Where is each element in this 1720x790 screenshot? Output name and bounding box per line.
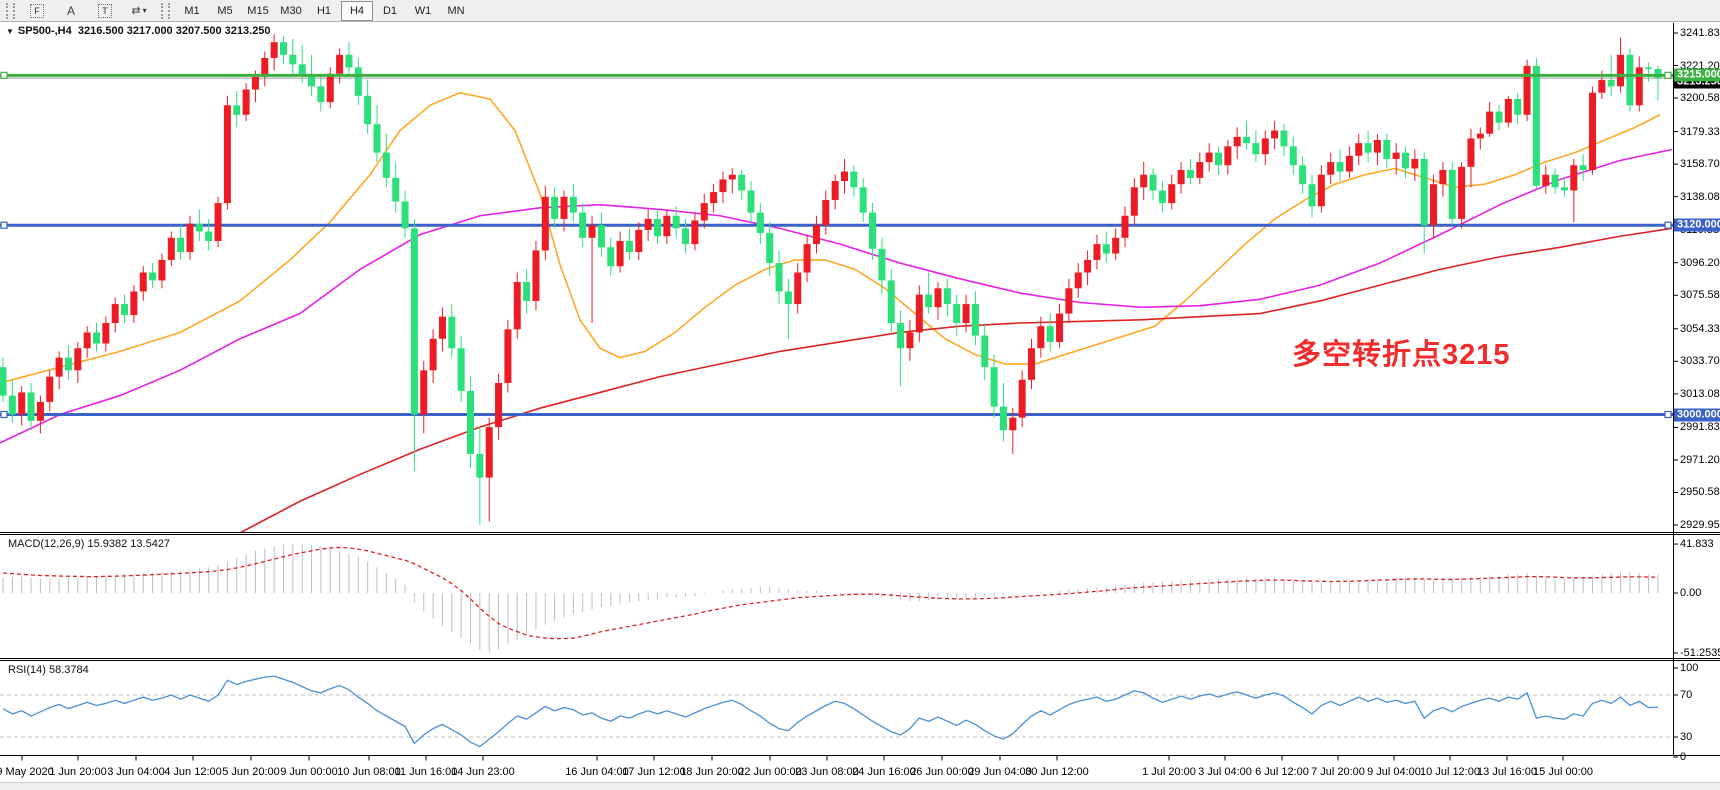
macd-tick-0.00: 0.00 xyxy=(1680,587,1702,599)
ma-line-magenta xyxy=(0,148,1673,444)
timeframe-m15[interactable]: M15 xyxy=(247,4,269,17)
timeframe-m30[interactable]: M30 xyxy=(280,4,302,17)
time-tick: 5 Jun 20:00 xyxy=(222,766,280,778)
time-tick: 13 Jul 16:00 xyxy=(1477,766,1537,778)
macd-panel xyxy=(2,543,1659,653)
price-tick-3138.080: 3138.080 xyxy=(1680,190,1720,203)
rsi-tick-30: 30 xyxy=(1680,731,1693,743)
main-chart xyxy=(0,34,1673,532)
macd-tick--51.2535: -51.2535 xyxy=(1680,646,1720,659)
time-tick: 15 Jul 00:00 xyxy=(1533,766,1593,778)
timeframe-mn[interactable]: MN xyxy=(447,4,465,17)
rsi-tick-100: 100 xyxy=(1680,662,1699,674)
price-tick-3054.330: 3054.330 xyxy=(1680,322,1720,335)
time-tick: 22 Jun 00:00 xyxy=(738,766,802,778)
timeframe-h4[interactable]: H4 xyxy=(341,0,373,21)
hline-handle[interactable] xyxy=(0,221,8,229)
time-tick: 10 Jul 12:00 xyxy=(1420,766,1480,778)
rsi-tick-70: 70 xyxy=(1680,689,1693,701)
text-box-icon[interactable]: T xyxy=(89,1,121,21)
macd-tick-41.833: 41.833 xyxy=(1680,538,1714,551)
price-tick-3179.330: 3179.330 xyxy=(1680,125,1720,138)
timeframe-m5[interactable]: M5 xyxy=(217,4,233,17)
toolbar-grip[interactable] xyxy=(6,2,15,19)
hline-handle[interactable] xyxy=(0,410,8,419)
price-tick-3221.205: 3221.205 xyxy=(1680,59,1720,72)
time-tick: 24 Jun 16:00 xyxy=(852,766,916,778)
candles xyxy=(0,34,1662,525)
timeframe-bar: M1 M5 M15 M30 H1 H4 D1 W1 MN xyxy=(176,0,472,21)
time-tick: 11 Jun 16:00 xyxy=(394,766,458,778)
text-box-icon-glyph: T xyxy=(98,3,112,18)
time-tick: 29 May 2020 xyxy=(0,766,54,778)
price-tick-3013.080: 3013.080 xyxy=(1680,387,1720,400)
price-tick-3033.705: 3033.705 xyxy=(1680,355,1720,368)
expander-triangle-icon[interactable]: ▼ xyxy=(6,27,14,36)
hline-handle[interactable] xyxy=(1664,71,1672,79)
time-tick: 9 Jul 04:00 xyxy=(1367,766,1421,778)
price-annotation-text[interactable]: 多空转折点3215 xyxy=(1292,339,1511,371)
time-tick: 18 Jun 20:00 xyxy=(680,766,744,778)
chevron-down-icon: ▾ xyxy=(142,6,147,15)
timeframe-d1[interactable]: D1 xyxy=(382,4,398,17)
macd-indicator-label: MACD(12,26,9) 15.9382 13.5427 xyxy=(8,538,171,550)
hline-handle[interactable] xyxy=(0,71,8,79)
time-tick: 23 Jun 08:00 xyxy=(795,766,859,778)
ohlc-values: 3216.500 3217.000 3207.500 3213.250 xyxy=(77,25,271,37)
time-tick: 10 Jun 08:00 xyxy=(337,766,401,778)
time-tick: 29 Jun 04:00 xyxy=(968,766,1032,778)
time-tick: 7 Jul 20:00 xyxy=(1311,766,1365,778)
rsi-panel xyxy=(0,675,1673,748)
time-tick: 4 Jun 12:00 xyxy=(164,766,222,778)
rsi-indicator-label: RSI(14) 58.3784 xyxy=(8,664,89,676)
timeframe-m1[interactable]: M1 xyxy=(184,4,200,17)
price-tick-2991.830: 2991.830 xyxy=(1680,421,1720,434)
price-badge-3000.000: 3000.000 xyxy=(1674,408,1720,421)
arrows-style-icon-glyph: ⇄ xyxy=(131,5,141,17)
chart-title: ▼ SP500-,H4 3216.500 3217.000 3207.500 32… xyxy=(6,25,271,37)
bottom-strip xyxy=(0,782,1720,790)
price-tick-2971.205: 2971.205 xyxy=(1680,453,1720,466)
price-tick-2950.580: 2950.580 xyxy=(1680,486,1720,499)
time-tick: 3 Jul 04:00 xyxy=(1198,766,1252,778)
label-a-icon[interactable]: A xyxy=(55,1,87,21)
time-tick: 1 Jun 20:00 xyxy=(49,766,107,778)
price-tick-3075.580: 3075.580 xyxy=(1680,289,1720,302)
price-tick-2929.955: 2929.955 xyxy=(1680,519,1720,531)
time-tick: 3 Jun 04:00 xyxy=(107,766,165,778)
time-tick: 1 Jul 20:00 xyxy=(1142,766,1196,778)
time-tick: 14 Jun 23:00 xyxy=(451,766,515,778)
time-tick: 9 Jun 00:00 xyxy=(280,766,338,778)
price-tick-3096.205: 3096.205 xyxy=(1680,256,1720,269)
hline-handle[interactable] xyxy=(1664,221,1672,229)
toolbar-grip-2[interactable] xyxy=(161,2,170,19)
time-tick: 6 Jul 12:00 xyxy=(1255,766,1309,778)
price-tick-3241.830: 3241.830 xyxy=(1680,27,1720,39)
price-tick-3158.705: 3158.705 xyxy=(1680,158,1720,171)
symbol-name: SP500-,H4 xyxy=(17,25,72,37)
label-a-icon-glyph: A xyxy=(66,3,75,18)
arrows-style-icon[interactable]: ⇄ ▾ xyxy=(123,1,155,21)
toolbar: F A T ⇄ ▾ M1 M5 M15 M30 H1 H4 D1 W1 MN xyxy=(0,0,1720,22)
hline-handle[interactable] xyxy=(1664,410,1672,419)
price-badge-3120.000: 3120.000 xyxy=(1674,218,1720,232)
price-badge-3215.000: 3215.000 xyxy=(1674,68,1720,82)
grid-f-icon[interactable]: F xyxy=(21,1,53,21)
time-tick: 30 Jun 12:00 xyxy=(1025,766,1089,778)
time-tick: 17 Jun 12:00 xyxy=(622,766,686,778)
timeframe-w1[interactable]: W1 xyxy=(414,4,432,17)
ma-line-red xyxy=(239,227,1673,532)
price-tick-3200.580: 3200.580 xyxy=(1680,92,1720,105)
time-tick: 26 Jun 00:00 xyxy=(910,766,974,778)
rsi-tick-0: 0 xyxy=(1680,751,1687,763)
grid-f-icon-glyph: F xyxy=(30,3,44,18)
time-tick: 16 Jun 04:00 xyxy=(565,766,629,778)
timeframe-h1[interactable]: H1 xyxy=(316,4,332,17)
